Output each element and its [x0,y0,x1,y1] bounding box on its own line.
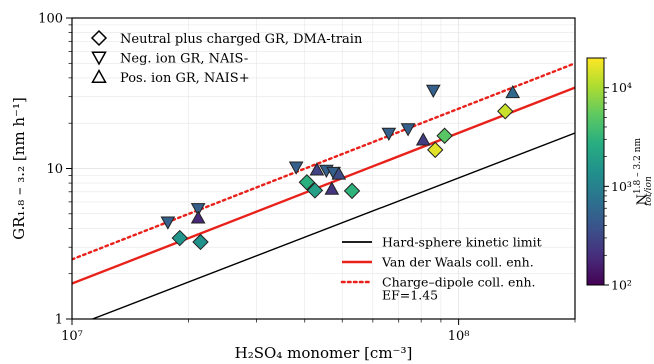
colorbar: 10² 10³ 10⁴ N1.8 – 3.2 nmtot/ion [586,57,654,293]
y-tick-label: 100 [38,12,63,27]
model-line [72,62,575,261]
data-point [497,103,514,120]
data-point [505,84,521,99]
data-point [381,127,397,141]
legend-label: Neutral plus charged GR, DMA-train [120,32,363,47]
colorbar-label: N1.8 – 3.2 nmtot/ion [633,138,654,206]
legend-label: Charge–dipole coll. enh. [382,275,536,290]
data-point [190,203,206,217]
data-point [400,123,416,137]
model-lines [72,62,575,319]
data-points [160,84,521,251]
legend-label: Pos. ion GR, NAIS+ [120,71,250,86]
x-tick-label: 10⁷ [61,329,83,344]
legend-markers: Neutral plus charged GR, DMA-train Neg. i… [90,29,363,86]
y-axis-label: GR₁.₈ – ₃.₂ [nm h⁻¹] [10,97,28,240]
x-tick-label: 10⁸ [448,329,470,344]
data-point [427,141,444,159]
data-point [288,161,304,175]
data-point [436,127,453,144]
data-point [298,174,316,191]
colorbar-tick-label: 10⁴ [611,80,632,95]
data-point [324,181,340,195]
legend-marker [90,29,108,47]
data-point [160,216,176,230]
colorbar-tick-label: 10² [611,278,632,293]
data-point [331,166,347,180]
data-point [192,233,209,251]
legend-lines: Hard-sphere kinetic limit Van der Waals c… [340,235,542,303]
legend-label: EF=1.45 [382,288,438,303]
legend-label: Van der Waals coll. enh. [381,255,534,270]
model-line [72,86,575,285]
colorbar-gradient [586,57,605,286]
legend-marker [91,51,107,66]
y-tick-label: 10 [46,162,63,177]
data-point [343,182,361,200]
y-tick-label: 1 [55,313,63,328]
data-point [415,132,431,146]
data-point [309,162,325,176]
data-point [190,210,206,224]
x-axis-label: H₂SO₄ monomer [cm⁻³] [235,344,413,362]
model-line [92,132,575,319]
legend-label: Neg. ion GR, NAIS- [120,52,248,67]
colorbar-tick-label: 10³ [611,179,632,194]
data-point [425,84,441,98]
axis-ticks: 10⁷ 10⁸ 1 10 100 [38,12,576,344]
data-point [306,182,324,199]
data-point [171,229,188,247]
legend-marker [91,68,107,83]
legend-label: Hard-sphere kinetic limit [382,235,542,250]
